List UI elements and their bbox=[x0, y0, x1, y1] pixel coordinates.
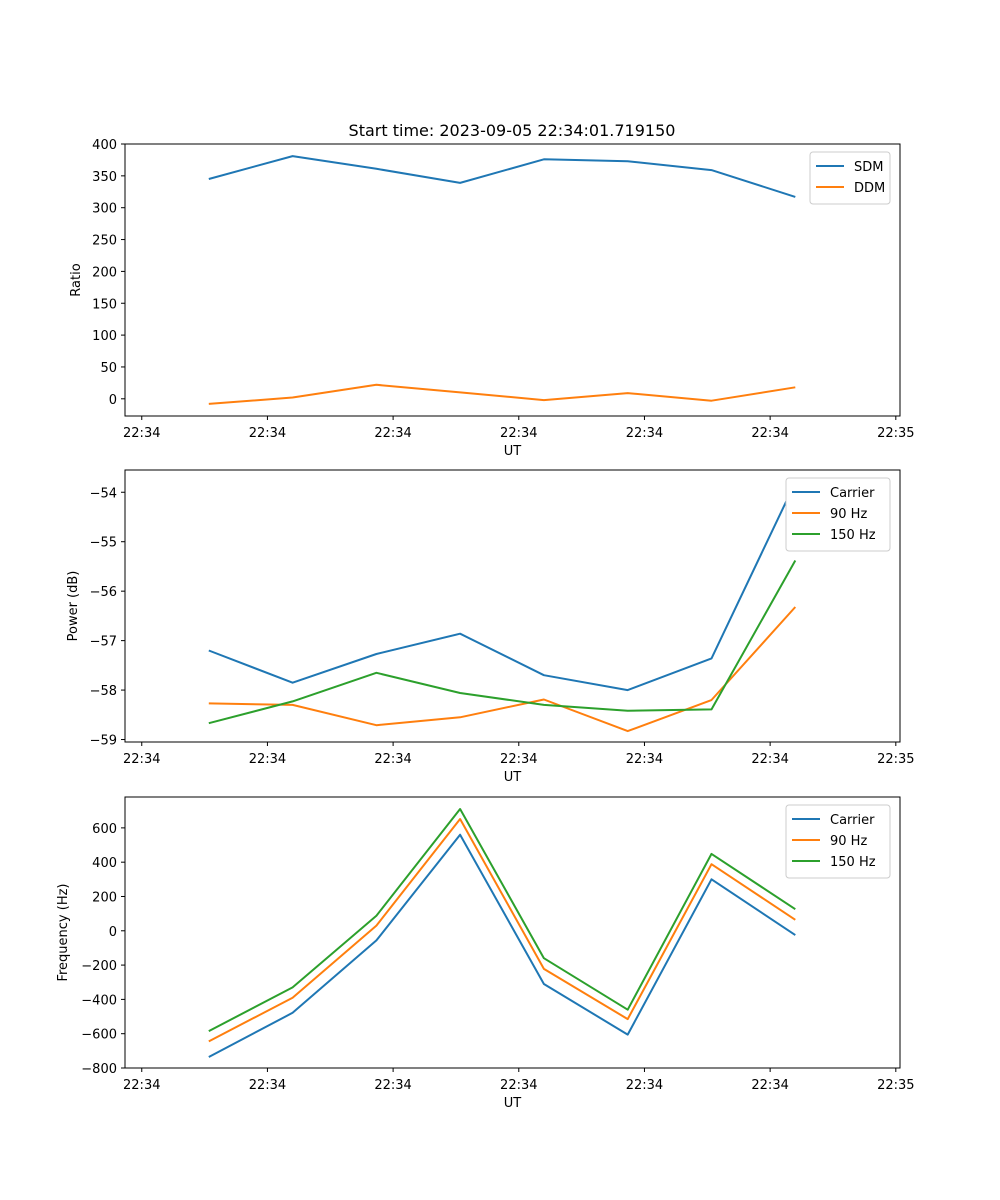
x-tick-label: 22:34 bbox=[249, 426, 286, 441]
x-tick-label: 22:34 bbox=[374, 1078, 411, 1093]
x-tick-label: 22:35 bbox=[877, 426, 914, 441]
y-tick-label: 400 bbox=[92, 856, 117, 871]
x-tick-label: 22:34 bbox=[374, 752, 411, 767]
y-tick-label: 150 bbox=[92, 297, 117, 312]
x-tick-label: 22:34 bbox=[249, 1078, 286, 1093]
legend-label: DDM bbox=[854, 181, 885, 196]
legend-box bbox=[785, 477, 891, 552]
legend-label: Carrier bbox=[830, 486, 875, 501]
y-tick-label: 0 bbox=[109, 393, 117, 408]
x-tick-label: 22:34 bbox=[500, 1078, 537, 1093]
figure-title: Start time: 2023-09-05 22:34:01.719150 bbox=[349, 121, 676, 140]
y-tick-label: 250 bbox=[92, 234, 117, 249]
x-tick-label: 22:34 bbox=[626, 1078, 663, 1093]
legend-box bbox=[785, 804, 891, 879]
legend-label: SDM bbox=[854, 160, 883, 175]
y-tick-label: −56 bbox=[90, 585, 117, 600]
legend: Carrier 90 Hz 150 Hz bbox=[785, 804, 891, 879]
legend-label: 150 Hz bbox=[830, 855, 876, 870]
x-tick-label: 22:35 bbox=[877, 752, 914, 767]
x-axis-label: UT bbox=[504, 444, 522, 459]
panel-3: −800 −600 −400 −200 0 200 400 600 22:34 22:34 22:3… bbox=[56, 796, 915, 1111]
x-tick-label: 22:34 bbox=[751, 1078, 788, 1093]
x-tick-label: 22:34 bbox=[751, 752, 788, 767]
series-line-90-hz bbox=[208, 818, 796, 1043]
axes-frame bbox=[124, 143, 901, 417]
x-tick-label: 22:34 bbox=[500, 426, 537, 441]
legend-label: 150 Hz bbox=[830, 528, 876, 543]
y-axis-label: Ratio bbox=[69, 263, 84, 296]
series-line-90-hz bbox=[208, 606, 797, 733]
y-tick-label: −55 bbox=[90, 536, 117, 551]
legend-label: 90 Hz bbox=[830, 507, 867, 522]
y-axis-label: Frequency (Hz) bbox=[56, 883, 71, 981]
y-tick-label: −800 bbox=[81, 1062, 117, 1077]
x-tick-label: 22:34 bbox=[123, 426, 160, 441]
legend-label: Carrier bbox=[830, 813, 875, 828]
y-tick-label: −58 bbox=[90, 684, 117, 699]
y-tick-label: 400 bbox=[92, 138, 117, 153]
x-tick-label: 22:34 bbox=[626, 752, 663, 767]
panel-2: −59 −58 −57 −56 −55 −54 22:34 22:34 22:34 22:34 22… bbox=[66, 469, 915, 785]
y-tick-label: −59 bbox=[90, 734, 117, 749]
series-line-ddm bbox=[208, 383, 796, 405]
x-axis-label: UT bbox=[504, 1096, 522, 1111]
y-axis-label: Power (dB) bbox=[66, 571, 81, 642]
axes-frame bbox=[124, 469, 901, 743]
legend: Carrier 90 Hz 150 Hz bbox=[785, 477, 891, 552]
series-line-carrier bbox=[208, 833, 796, 1058]
x-tick-label: 22:34 bbox=[374, 426, 411, 441]
x-axis-label: UT bbox=[504, 770, 522, 785]
panel-1: 0 50 100 150 200 250 300 350 400 22:34 22:34 22:34 2… bbox=[69, 138, 915, 459]
series-line-150-hz bbox=[208, 808, 796, 1032]
y-tick-label: 300 bbox=[92, 202, 117, 217]
x-tick-label: 22:34 bbox=[626, 426, 663, 441]
y-tick-label: −600 bbox=[81, 1028, 117, 1043]
axes-frame bbox=[124, 796, 901, 1069]
x-tick-label: 22:34 bbox=[249, 752, 286, 767]
x-tick-label: 22:35 bbox=[877, 1078, 914, 1093]
y-tick-label: −400 bbox=[81, 993, 117, 1008]
y-tick-label: 350 bbox=[92, 170, 117, 185]
y-tick-label: −57 bbox=[90, 635, 117, 650]
y-tick-label: −54 bbox=[90, 486, 117, 501]
y-tick-label: 0 bbox=[109, 925, 117, 940]
y-tick-label: 100 bbox=[92, 329, 117, 344]
series-line-sdm bbox=[208, 155, 796, 198]
x-tick-label: 22:34 bbox=[123, 1078, 160, 1093]
y-tick-label: 600 bbox=[92, 822, 117, 837]
y-tick-label: 200 bbox=[92, 890, 117, 905]
legend: SDM DDM bbox=[809, 151, 891, 205]
series-line-150-hz bbox=[208, 560, 797, 725]
y-tick-label: 200 bbox=[92, 265, 117, 280]
y-tick-label: 50 bbox=[100, 361, 117, 376]
x-tick-label: 22:34 bbox=[123, 752, 160, 767]
x-tick-label: 22:34 bbox=[500, 752, 537, 767]
x-tick-label: 22:34 bbox=[751, 426, 788, 441]
y-tick-label: −200 bbox=[81, 959, 117, 974]
legend-label: 90 Hz bbox=[830, 834, 867, 849]
series-line-carrier bbox=[208, 481, 797, 692]
